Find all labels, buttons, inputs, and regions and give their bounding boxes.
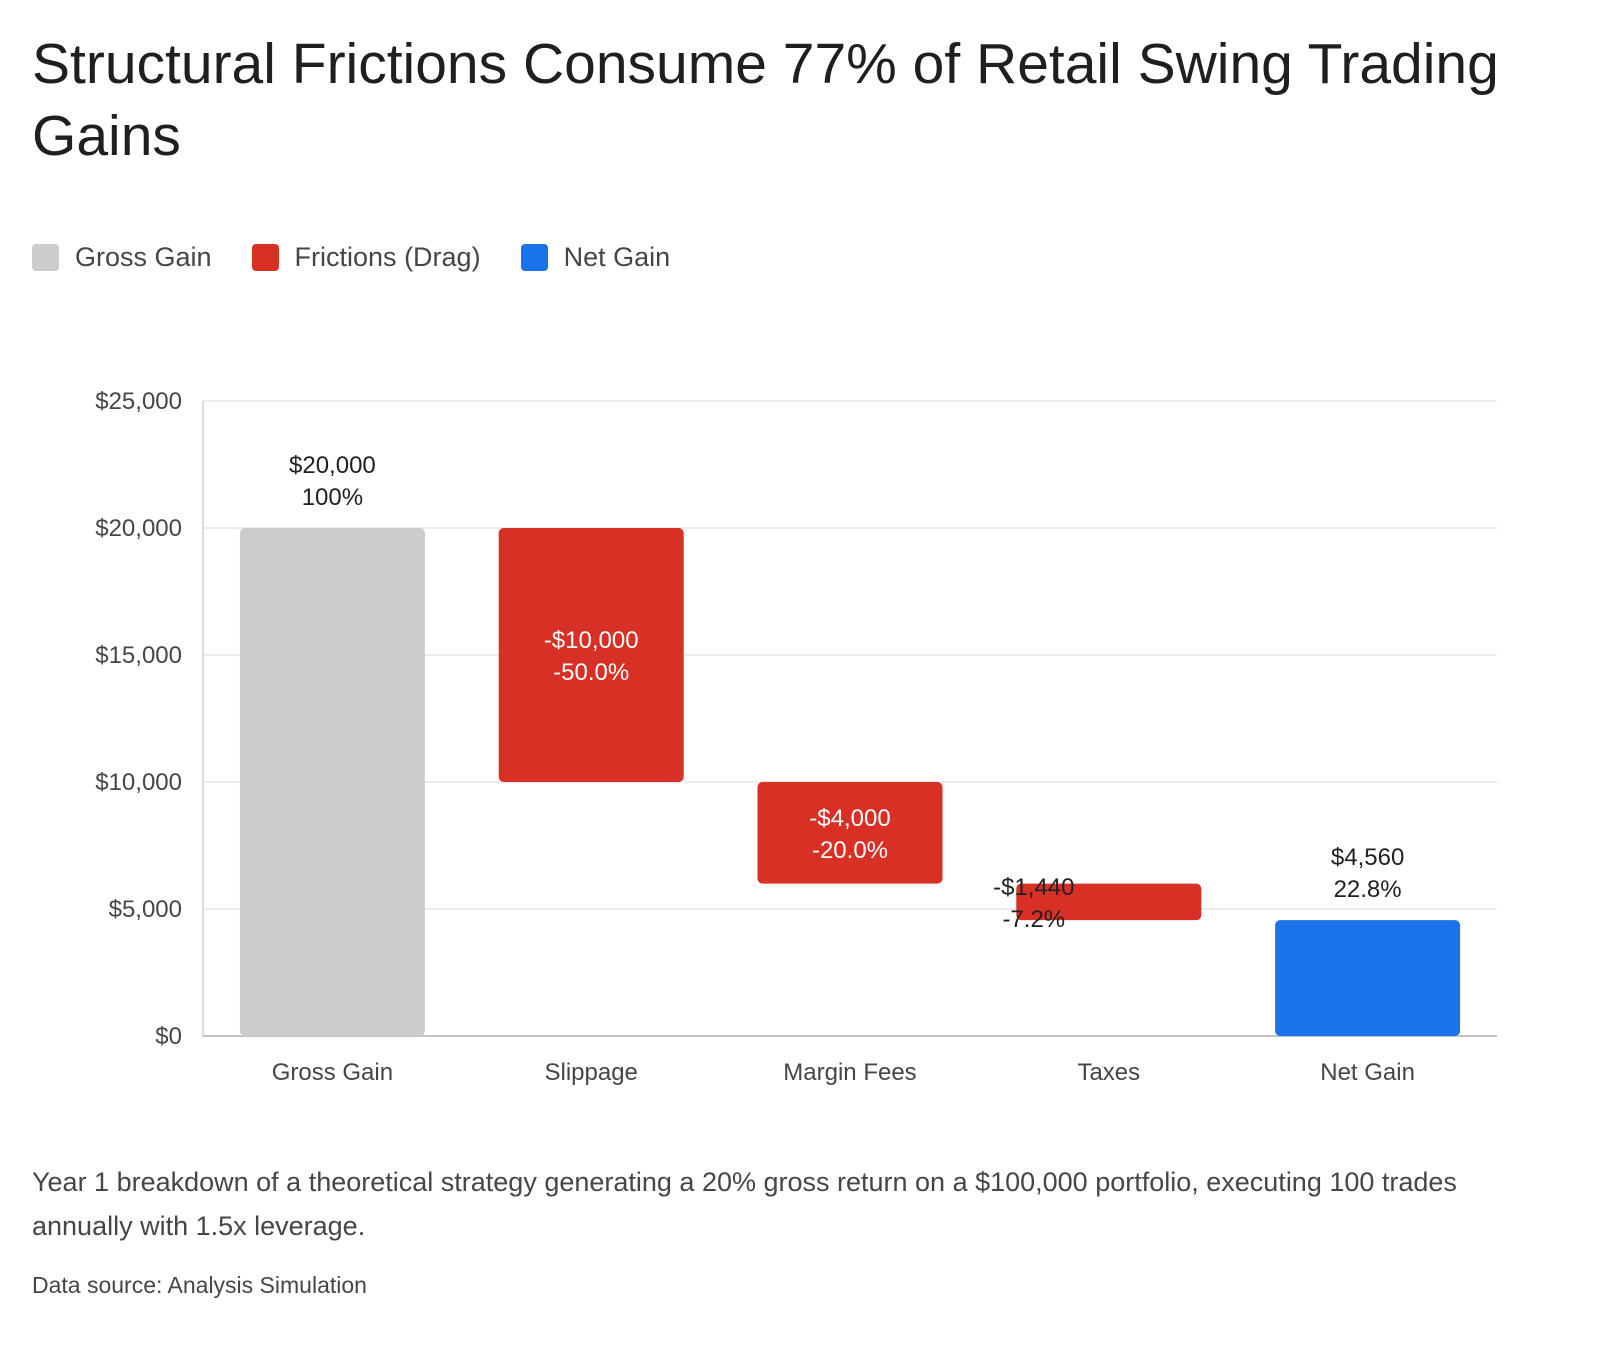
legend-item-gross-gain[interactable]: Gross Gain — [32, 242, 212, 273]
x-tick-label: Gross Gain — [272, 1059, 393, 1086]
bars — [239, 528, 1461, 1036]
data-source: Data source: Analysis Simulation — [32, 1272, 367, 1298]
data-label-percent: -20.0% — [812, 837, 888, 864]
legend-label-net-gain: Net Gain — [563, 242, 671, 272]
legend-swatch-frictions — [251, 244, 279, 271]
x-tick-label: Margin Fees — [783, 1059, 916, 1086]
data-label-value: -$10,000 — [544, 627, 639, 654]
bar-margin-fees[interactable] — [757, 782, 943, 884]
bar-taxes[interactable] — [1016, 883, 1202, 921]
legend: Gross Gain Frictions (Drag) Net Gain — [32, 242, 710, 273]
legend-item-net-gain[interactable]: Net Gain — [520, 242, 671, 273]
legend-swatch-gross-gain — [32, 244, 59, 271]
x-tick-label: Slippage — [544, 1059, 637, 1086]
axes: $0 $5,000 $10,000 $15,000 $20,000 $25,000 Gros… — [95, 388, 1497, 1086]
data-labels: $20,000 100% -$10,000 -50.0% -$4,000 -20.0% -$… — [289, 452, 1404, 933]
x-tick-label: Taxes — [1077, 1059, 1140, 1086]
bar-net-gain[interactable] — [1275, 920, 1461, 1036]
legend-label-frictions: Frictions (Drag) — [294, 242, 481, 272]
x-tick-label: Net Gain — [1320, 1059, 1415, 1086]
y-tick-label: $5,000 — [109, 896, 182, 923]
data-label-percent: 100% — [302, 484, 363, 511]
data-label-percent: -7.2% — [1002, 906, 1065, 933]
y-tick-label: $20,000 — [95, 515, 182, 542]
data-label-value: -$4,000 — [809, 805, 890, 832]
data-label-percent: 22.8% — [1334, 876, 1402, 903]
y-tick-label: $15,000 — [95, 642, 182, 669]
legend-label-gross-gain: Gross Gain — [75, 242, 212, 272]
data-label-value: $4,560 — [1331, 844, 1404, 871]
chart-caption: Year 1 breakdown of a theoretical strate… — [32, 1167, 1457, 1241]
data-label-value: $20,000 — [289, 452, 376, 479]
legend-item-frictions[interactable]: Frictions (Drag) — [251, 242, 481, 273]
chart-title: Structural Frictions Consume 77% of Reta… — [32, 32, 1499, 168]
data-label-value: -$1,440 — [993, 874, 1074, 901]
data-label-percent: -50.0% — [553, 659, 629, 686]
bar-slippage[interactable] — [498, 528, 684, 782]
y-tick-label: $0 — [155, 1023, 182, 1050]
bar-gross-gain[interactable] — [239, 528, 425, 1036]
legend-swatch-net-gain — [520, 244, 548, 271]
y-tick-label: $25,000 — [95, 388, 182, 415]
y-tick-label: $10,000 — [95, 769, 182, 796]
